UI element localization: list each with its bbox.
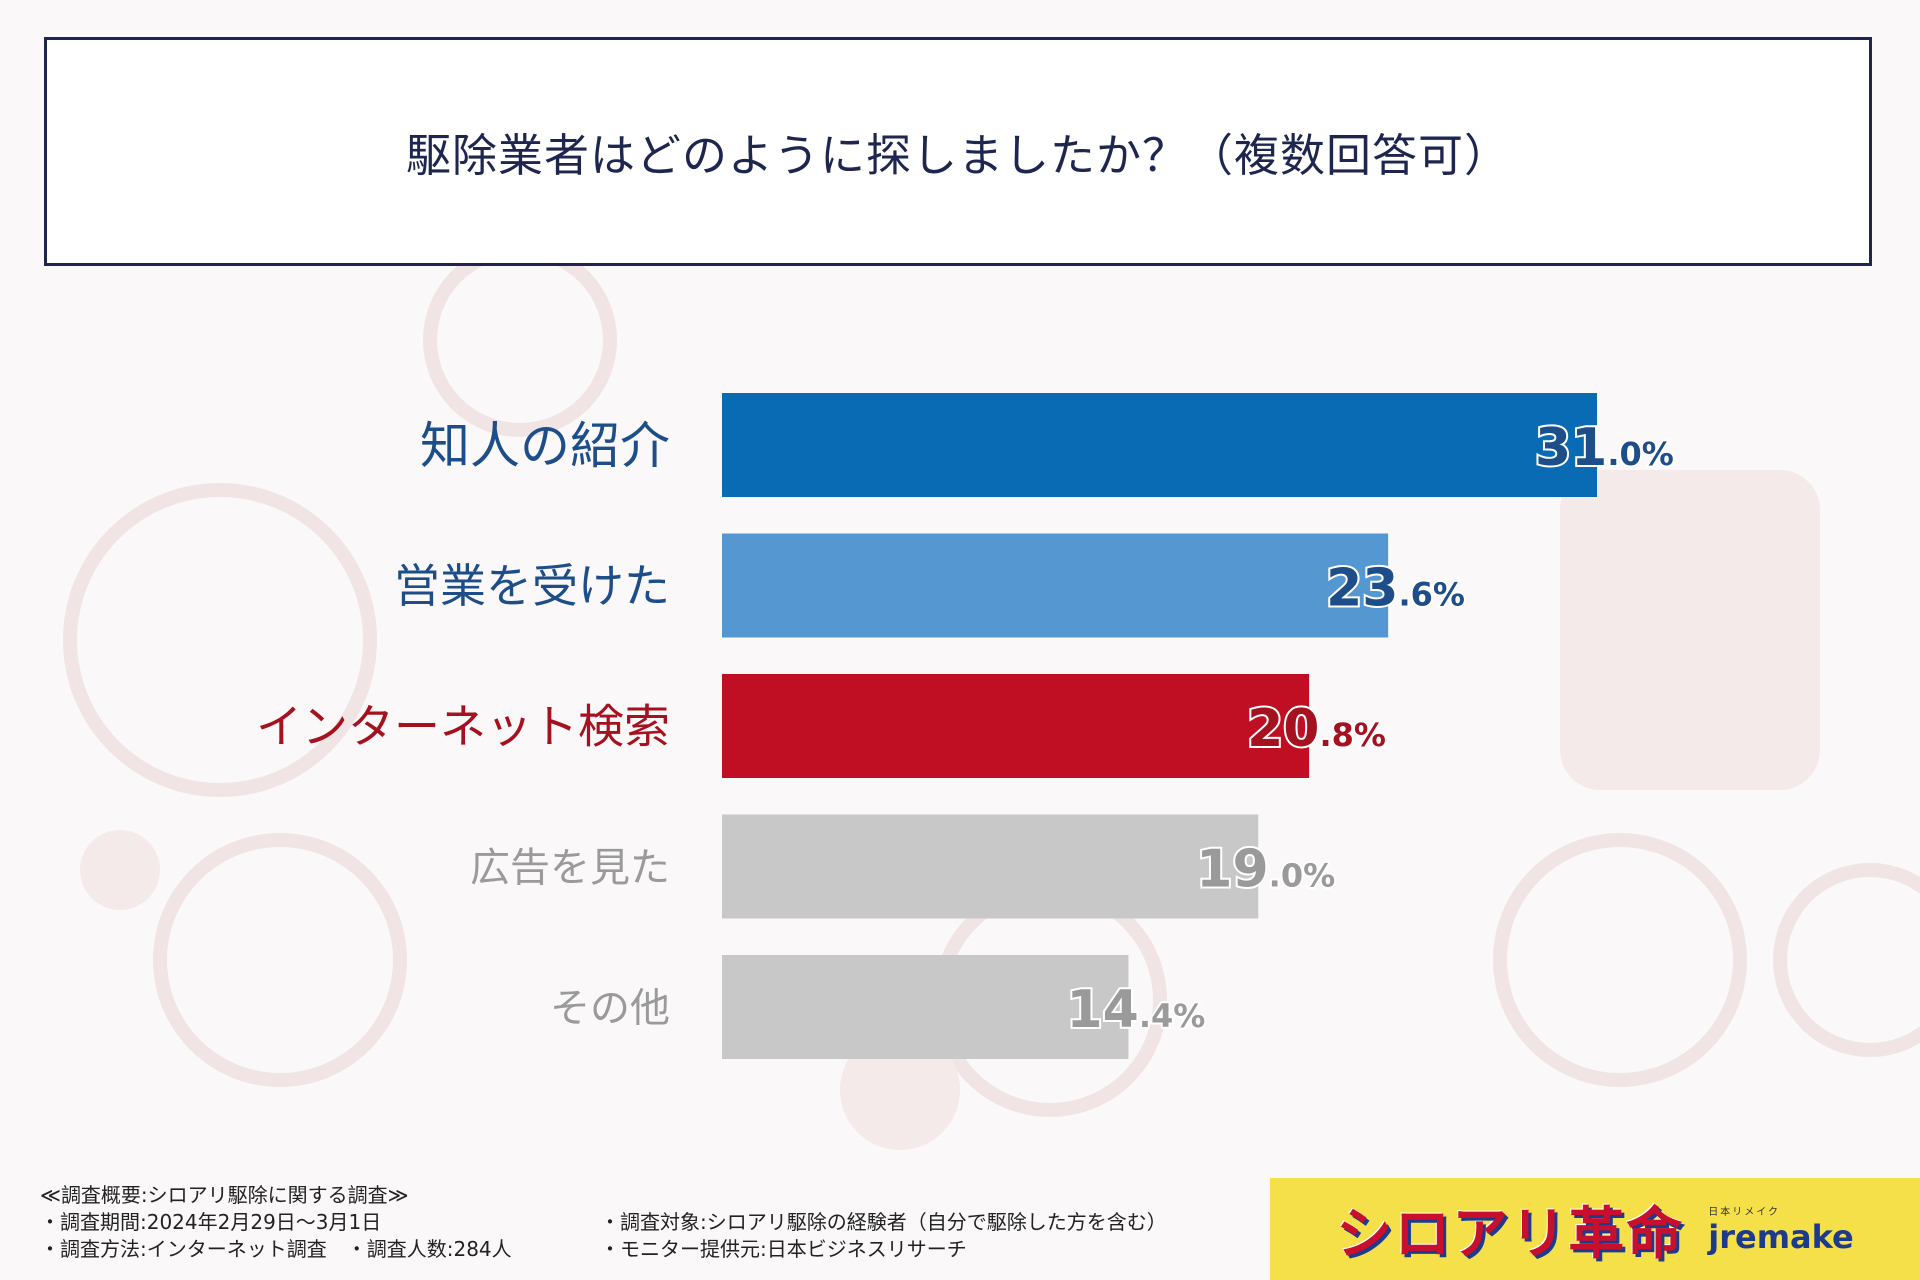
survey-heading: ≪調査概要:シロアリ駆除に関する調査≫ bbox=[40, 1183, 409, 1207]
brand-ruby: 日本リメイク bbox=[1708, 1206, 1781, 1218]
survey-target: ・調査対象:シロアリ駆除の経験者（自分で駆除した方を含む） bbox=[600, 1210, 1167, 1234]
brand-sub: 日本リメイク jremake bbox=[1708, 1203, 1854, 1256]
category-label: 知人の紹介 bbox=[420, 417, 670, 475]
category-label: インターネット検索 bbox=[256, 700, 670, 754]
bar-1 bbox=[722, 533, 1389, 638]
category-label: 広告を見た bbox=[470, 845, 670, 891]
bar-chart: 知人の紹介 31.0% 営業を受けた 23.6% インターネット検索 20.8% 広告を見た… bbox=[256, 393, 1676, 1059]
value-label: 19.0% bbox=[1196, 840, 1335, 900]
value-label: 23.6% bbox=[1326, 559, 1465, 619]
title-box: 駆除業者はどのように探しましたか？（複数回答可） bbox=[44, 37, 1872, 266]
brand-logo-text: jremake bbox=[1708, 1217, 1854, 1256]
value-label: 14.4% bbox=[1066, 980, 1205, 1040]
category-label: 営業を受けた bbox=[394, 559, 670, 613]
bar-3 bbox=[722, 814, 1259, 919]
brand-logo: シロアリ革命 日本リメイク jremake bbox=[1270, 1178, 1920, 1280]
brand-name: シロアリ革命 bbox=[1336, 1201, 1685, 1267]
survey-period: ・調査期間:2024年2月29日～3月1日 bbox=[40, 1210, 382, 1234]
bar-0 bbox=[722, 393, 1597, 497]
survey-footer: ≪調査概要:シロアリ駆除に関する調査≫ ・調査期間:2024年2月29日～3月1… bbox=[40, 1182, 1240, 1272]
bar-4 bbox=[722, 955, 1129, 1059]
category-label: その他 bbox=[550, 985, 670, 1031]
value-label: 31.0% bbox=[1535, 418, 1674, 478]
survey-method: ・調査方法:インターネット調査 ・調査人数:284人 bbox=[40, 1237, 512, 1261]
survey-provider: ・モニター提供元:日本ビジネスリサーチ bbox=[600, 1237, 967, 1261]
value-label: 20.8% bbox=[1247, 699, 1386, 759]
bar-2 bbox=[722, 674, 1310, 778]
chart-title: 駆除業者はどのように探しましたか？（複数回答可） bbox=[405, 129, 1510, 182]
